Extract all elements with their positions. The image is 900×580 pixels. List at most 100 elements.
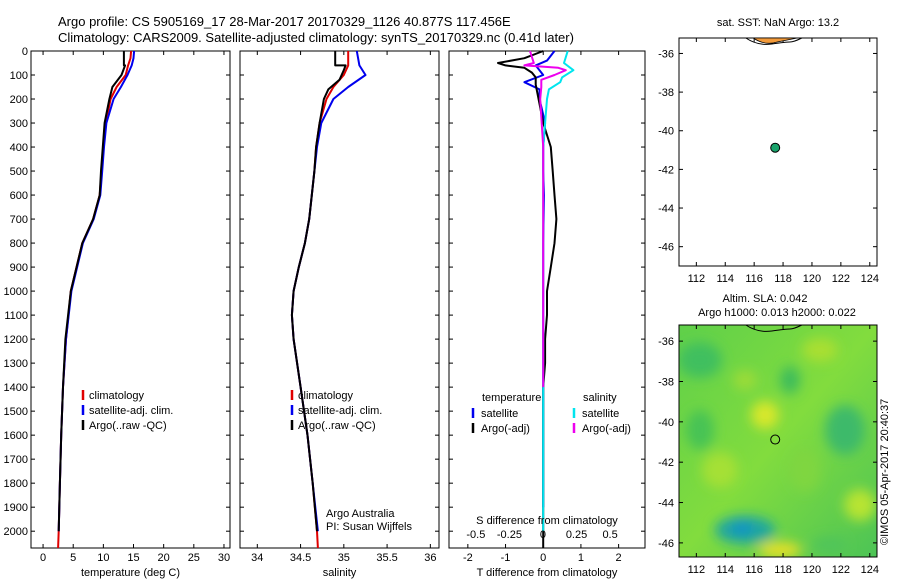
temperature-xtick-label: 0	[40, 552, 46, 564]
sla-map-xtick-label: 112	[688, 564, 706, 576]
salinity-series-argo-raw-qc-	[290, 51, 347, 532]
sst-map-ytick-label: -38	[658, 87, 674, 99]
sst-map-frame	[678, 37, 878, 267]
difference-legend-title-salinity: salinity	[583, 392, 617, 404]
difference-xtick-label: -1	[501, 552, 511, 564]
depth-tick-label: 1900	[4, 502, 28, 514]
sla-map-xtick-label: 120	[803, 564, 821, 576]
difference-plot-frame	[448, 50, 646, 549]
sst-map-title: sat. SST: NaN Argo: 13.2	[717, 17, 839, 29]
sla-map-xtick-label: 124	[861, 564, 879, 576]
salinity-legend-label: Argo(..raw -QC)	[298, 420, 376, 432]
sst-map-ytick-label: -42	[658, 164, 674, 176]
difference-legend-label: Argo(-adj)	[481, 423, 530, 435]
difference-xtick-label: 0	[540, 552, 546, 564]
sst-map-xtick-label: 118	[774, 273, 792, 285]
temperature-xtick-label: 5	[70, 552, 76, 564]
sst-map-ytick-label: -40	[658, 126, 674, 138]
sla-map-xtick-label: 122	[832, 564, 850, 576]
sst-map-coastal-patch	[751, 37, 798, 44]
sst-map-argo-marker	[770, 142, 781, 153]
sla-map-ytick-label: -46	[658, 538, 674, 550]
temperature-legend-label: climatology	[89, 390, 145, 402]
depth-tick-label: 1600	[4, 430, 28, 442]
sla-map-frame	[678, 324, 878, 558]
difference-xtick-label: 2	[616, 552, 622, 564]
salinity-annotation: PI: Susan Wijffels	[326, 521, 412, 533]
salinity-legend-label: climatology	[298, 390, 354, 402]
sla-map-ytick-label: -40	[658, 417, 674, 429]
depth-tick-label: 700	[10, 214, 28, 226]
depth-tick-label: 300	[10, 118, 28, 130]
salinity-xlabel: salinity	[323, 567, 357, 579]
temperature-xtick-label: 20	[158, 552, 170, 564]
difference-series-t-satellite	[523, 50, 556, 508]
difference-top-tick-label: 0	[540, 529, 546, 541]
sla-map-coastline	[745, 324, 803, 332]
difference-series-t-argo-adj-	[497, 50, 558, 548]
imos-credit: ©IMOS 05-Apr-2017 20:40:37	[879, 398, 891, 545]
depth-tick-label: 400	[10, 142, 28, 154]
sla-map-xtick-label: 118	[774, 564, 792, 576]
sla-heatmap	[679, 325, 877, 557]
salinity-legend-label: satellite-adj. clim.	[298, 405, 382, 417]
sst-map-ytick-label: -44	[658, 203, 674, 215]
salinity-annotation: Argo Australia	[326, 508, 395, 520]
sst-map-xtick-label: 112	[688, 273, 706, 285]
sst-map-xtick-label: 122	[832, 273, 850, 285]
depth-tick-label: 2000	[4, 526, 28, 538]
sst-map-coastline	[745, 37, 803, 45]
difference-legend-label: satellite	[481, 408, 518, 420]
figure-title-line-2: Climatology: CARS2009. Satellite-adjuste…	[58, 30, 574, 45]
sla-map-title: Altim. SLA: 0.042	[723, 293, 808, 305]
sla-map-subtitle: Argo h1000: 0.013 h2000: 0.022	[698, 307, 856, 319]
difference-top-xlabel: S difference from climatology	[476, 515, 618, 527]
difference-legend-label: Argo(-adj)	[582, 423, 631, 435]
difference-top-tick-label: -0.25	[497, 529, 522, 541]
depth-tick-label: 1400	[4, 382, 28, 394]
temperature-xlabel: temperature (deg C)	[81, 567, 180, 579]
sst-map-xtick-label: 116	[745, 273, 763, 285]
figure-title-line-1: Argo profile: CS 5905169_17 28-Mar-2017 …	[58, 14, 511, 29]
sla-map-ytick-label: -44	[658, 498, 674, 510]
sla-map-xtick-label: 116	[745, 564, 763, 576]
difference-series-s-argo-adj-	[523, 50, 567, 388]
difference-legend-label: satellite	[582, 408, 619, 420]
salinity-xtick-label: 36	[424, 552, 436, 564]
difference-legend-title-temperature: temperature	[482, 392, 541, 404]
difference-xtick-label: 1	[578, 552, 584, 564]
depth-tick-label: 600	[10, 190, 28, 202]
depth-tick-label: 500	[10, 166, 28, 178]
depth-tick-label: 1200	[4, 334, 28, 346]
salinity-xtick-label: 35.5	[376, 552, 397, 564]
sst-map-xtick-label: 114	[716, 273, 734, 285]
difference-top-tick-label: -0.5	[466, 529, 485, 541]
salinity-xtick-label: 34	[251, 552, 263, 564]
temperature-legend-label: Argo(..raw -QC)	[89, 420, 167, 432]
difference-xtick-label: -2	[463, 552, 473, 564]
sst-map-xtick-label: 120	[803, 273, 821, 285]
temperature-xtick-label: 15	[127, 552, 139, 564]
sla-map-ytick-label: -42	[658, 457, 674, 469]
temperature-series-argo-raw-qc-	[57, 51, 127, 532]
salinity-plot-frame	[239, 50, 440, 549]
temperature-xtick-label: 10	[97, 552, 109, 564]
temperature-legend-label: satellite-adj. clim.	[89, 405, 173, 417]
sla-map-ytick-label: -36	[658, 336, 674, 348]
sla-map-ytick-label: -38	[658, 376, 674, 388]
depth-tick-label: 1000	[4, 286, 28, 298]
difference-top-tick-label: 0.25	[566, 529, 587, 541]
temperature-xtick-label: 30	[218, 552, 230, 564]
depth-tick-label: 800	[10, 238, 28, 250]
depth-tick-label: 1300	[4, 358, 28, 370]
difference-xlabel: T difference from climatology	[477, 567, 618, 579]
salinity-series-satellite-adj-clim-	[290, 50, 367, 532]
sla-map-xtick-label: 114	[716, 564, 734, 576]
sst-map-ytick-label: -36	[658, 48, 674, 60]
sst-map-ytick-label: -46	[658, 242, 674, 254]
depth-tick-label: 1500	[4, 406, 28, 418]
depth-tick-label: 1800	[4, 478, 28, 490]
sla-map-argo-marker	[770, 434, 781, 445]
salinity-xtick-label: 35	[338, 552, 350, 564]
depth-tick-label: 900	[10, 262, 28, 274]
